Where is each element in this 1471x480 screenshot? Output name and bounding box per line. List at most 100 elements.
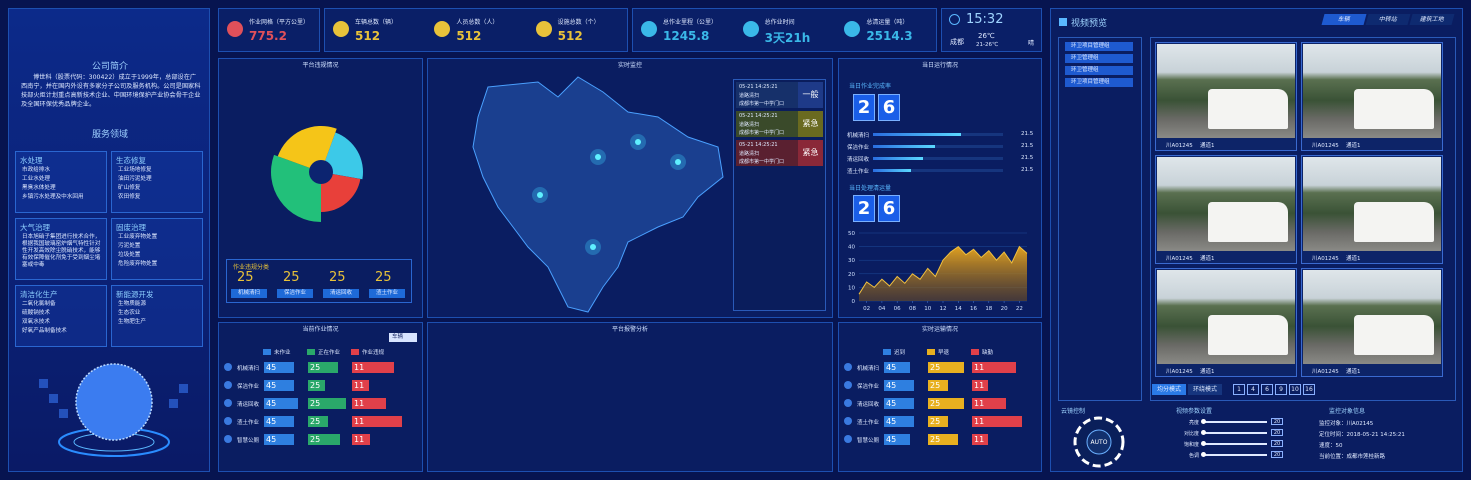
section-title: 服务领域 [91, 130, 128, 140]
alert-type: 道路清扫 [739, 151, 760, 157]
alert-type: 道路清扫 [739, 122, 760, 128]
alert-item: 05-21 14:25:21 道路清扫 成都市第一中学门口 一般 [736, 82, 823, 108]
x-tick-label: 16 [970, 306, 977, 312]
panel-title: 实时监控 [617, 62, 642, 69]
cube [169, 399, 178, 408]
row-label: 清运回收 [857, 402, 880, 408]
service-box: 大气治理 日本旭硝子集团进行技术合作，根据我国玻璃窑炉烟气特性针对性开发高效除尘脱… [15, 218, 107, 280]
value-bar: 25 [308, 416, 328, 427]
video-tile[interactable]: 川A01245 通道1 [1155, 268, 1297, 377]
service-item: 双氧水技术 [22, 319, 50, 325]
ptz-title: 云镜控制 [1061, 408, 1086, 415]
split-button[interactable]: 1 [1233, 384, 1245, 395]
stat-group: 车辆总数（辆） 512 人员总数（人） 512 设施总数（个） 512 [324, 8, 628, 52]
value-bar: 25 [308, 434, 340, 445]
stat-icon [844, 21, 861, 37]
value-bar: 11 [352, 362, 394, 373]
left-panel: 公司简介 博世科（股票代码：300422）成立于1999年，总部设在广西南宁，并在… [8, 8, 210, 472]
service-item: 生物质能源 [118, 301, 146, 307]
violation-value: 25 [283, 270, 300, 285]
split-button[interactable]: 10 [1289, 384, 1301, 395]
video-tile[interactable]: 川A01245 通道1 [1301, 268, 1443, 377]
row-icon [224, 363, 232, 371]
split-button[interactable]: 6 [1261, 384, 1273, 395]
tree-node[interactable]: 环卫项目管理组 [1065, 78, 1133, 87]
value-bar: 11 [352, 416, 402, 427]
mode-button[interactable]: 环绕模式 [1188, 384, 1222, 395]
alert-list: 05-21 14:25:21 道路清扫 成都市第一中学门口 一般 05-21 14:25… [733, 79, 826, 311]
violation-tag: 渣土作业 [369, 289, 405, 298]
row-icon [844, 435, 852, 443]
row-label: 渣土作业 [857, 420, 880, 426]
video-tile[interactable]: 川A01245 通道1 [1301, 155, 1443, 264]
plate: 川A01245 [1312, 369, 1339, 375]
params-title: 视频参数设置 [1176, 408, 1213, 415]
video-tile[interactable]: 川A01245 通道1 [1155, 42, 1297, 151]
plate: 川A01245 [1166, 256, 1193, 262]
value-bar: 45 [884, 434, 910, 445]
slider[interactable] [1203, 443, 1267, 445]
tree-node[interactable]: 环卫管理组 [1065, 54, 1133, 63]
service-item: 油田污泥处理 [118, 176, 152, 182]
slider[interactable] [1203, 432, 1267, 434]
car [1208, 89, 1288, 129]
service-box: 新能源开发 生物质能源 生态农业 生物肥生产 [111, 285, 203, 347]
row-label: 保洁作业 [847, 145, 870, 151]
split-button[interactable]: 9 [1275, 384, 1287, 395]
work-panel: 当前作业情况 未作业 正在作业 作业违规 机械清扫 45 25 11 保洁作业 45 25 11 清运回… [218, 322, 423, 472]
channel: 通道1 [1346, 369, 1361, 375]
row-icon [224, 435, 232, 443]
stat-label: 设施总数（个） [557, 19, 600, 26]
tree-node[interactable]: 环卫项目管理组 [1065, 42, 1133, 51]
slider-knob [1201, 441, 1206, 446]
row-label: 保洁作业 [857, 384, 880, 390]
mode-button[interactable]: 均分模式 [1152, 384, 1186, 395]
map-region [472, 76, 724, 313]
x-tick-label: 20 [1001, 306, 1008, 312]
value-bar: 45 [264, 416, 294, 427]
legend-swatch [263, 349, 271, 355]
legend-swatch [927, 349, 935, 355]
dropdown[interactable]: 车辆 [389, 333, 417, 342]
stat-label: 总作业时间 [764, 19, 795, 26]
condition: 晴 [1028, 40, 1035, 47]
value-bar: 25 [928, 416, 948, 427]
row-value: 21.5 [1021, 155, 1034, 161]
value-bar: 11 [972, 362, 1016, 373]
video-icon [1059, 18, 1067, 26]
info-line: 当前位置：成都市莲桂新路 [1319, 454, 1386, 460]
graphic: AUTO [1073, 416, 1125, 468]
param-value: 20 [1271, 451, 1283, 458]
map-point [635, 139, 641, 145]
info-line: 定位时间：2018-05-21 14:25:21 [1319, 432, 1405, 438]
video-tile[interactable]: 川A01245 通道1 [1301, 42, 1443, 151]
tree-node[interactable]: 环卫管理组 [1065, 66, 1133, 75]
alert-time: 05-21 14:25:21 [739, 84, 778, 90]
alert-level: 紧急 [798, 111, 823, 137]
tab[interactable]: 中转站 [1365, 14, 1411, 25]
split-button[interactable]: 4 [1247, 384, 1259, 395]
service-box: 水处理 市政给排水 工业水处理 黑臭水体处理 乡镇污水处理及中水回用 [15, 151, 107, 213]
x-tick-label: 12 [940, 306, 947, 312]
transport-panel: 实时运输情况 迟到 早退 缺勤 机械清扫 45 25 11 保洁作业 45 25 11 清运回收 45 25… [838, 322, 1042, 472]
slider[interactable] [1203, 421, 1267, 423]
digit: 6 [878, 94, 900, 121]
row-label: 渣土作业 [847, 169, 870, 175]
stat-group: 作业网格（平方公里） 775.2 [218, 8, 320, 52]
service-item: 垃圾处置 [118, 252, 141, 258]
video-tile[interactable]: 川A01245 通道1 [1155, 155, 1297, 264]
slider[interactable] [1203, 454, 1267, 456]
stat-icon [333, 21, 349, 37]
stat-label: 总作业里程（公里） [663, 19, 718, 26]
stat-value: 3天21h [764, 31, 811, 45]
service-item: 市政给排水 [22, 167, 50, 173]
alert-place: 成都市第一中学门口 [739, 101, 785, 107]
tab[interactable]: 建筑工地 [1409, 14, 1455, 25]
info-line: 监控对象：川A02145 [1319, 421, 1374, 427]
service-item: 硫酸钠技术 [22, 310, 50, 316]
row-icon [844, 399, 852, 407]
tab[interactable]: 车辆 [1321, 14, 1367, 25]
split-button[interactable]: 16 [1303, 384, 1315, 395]
